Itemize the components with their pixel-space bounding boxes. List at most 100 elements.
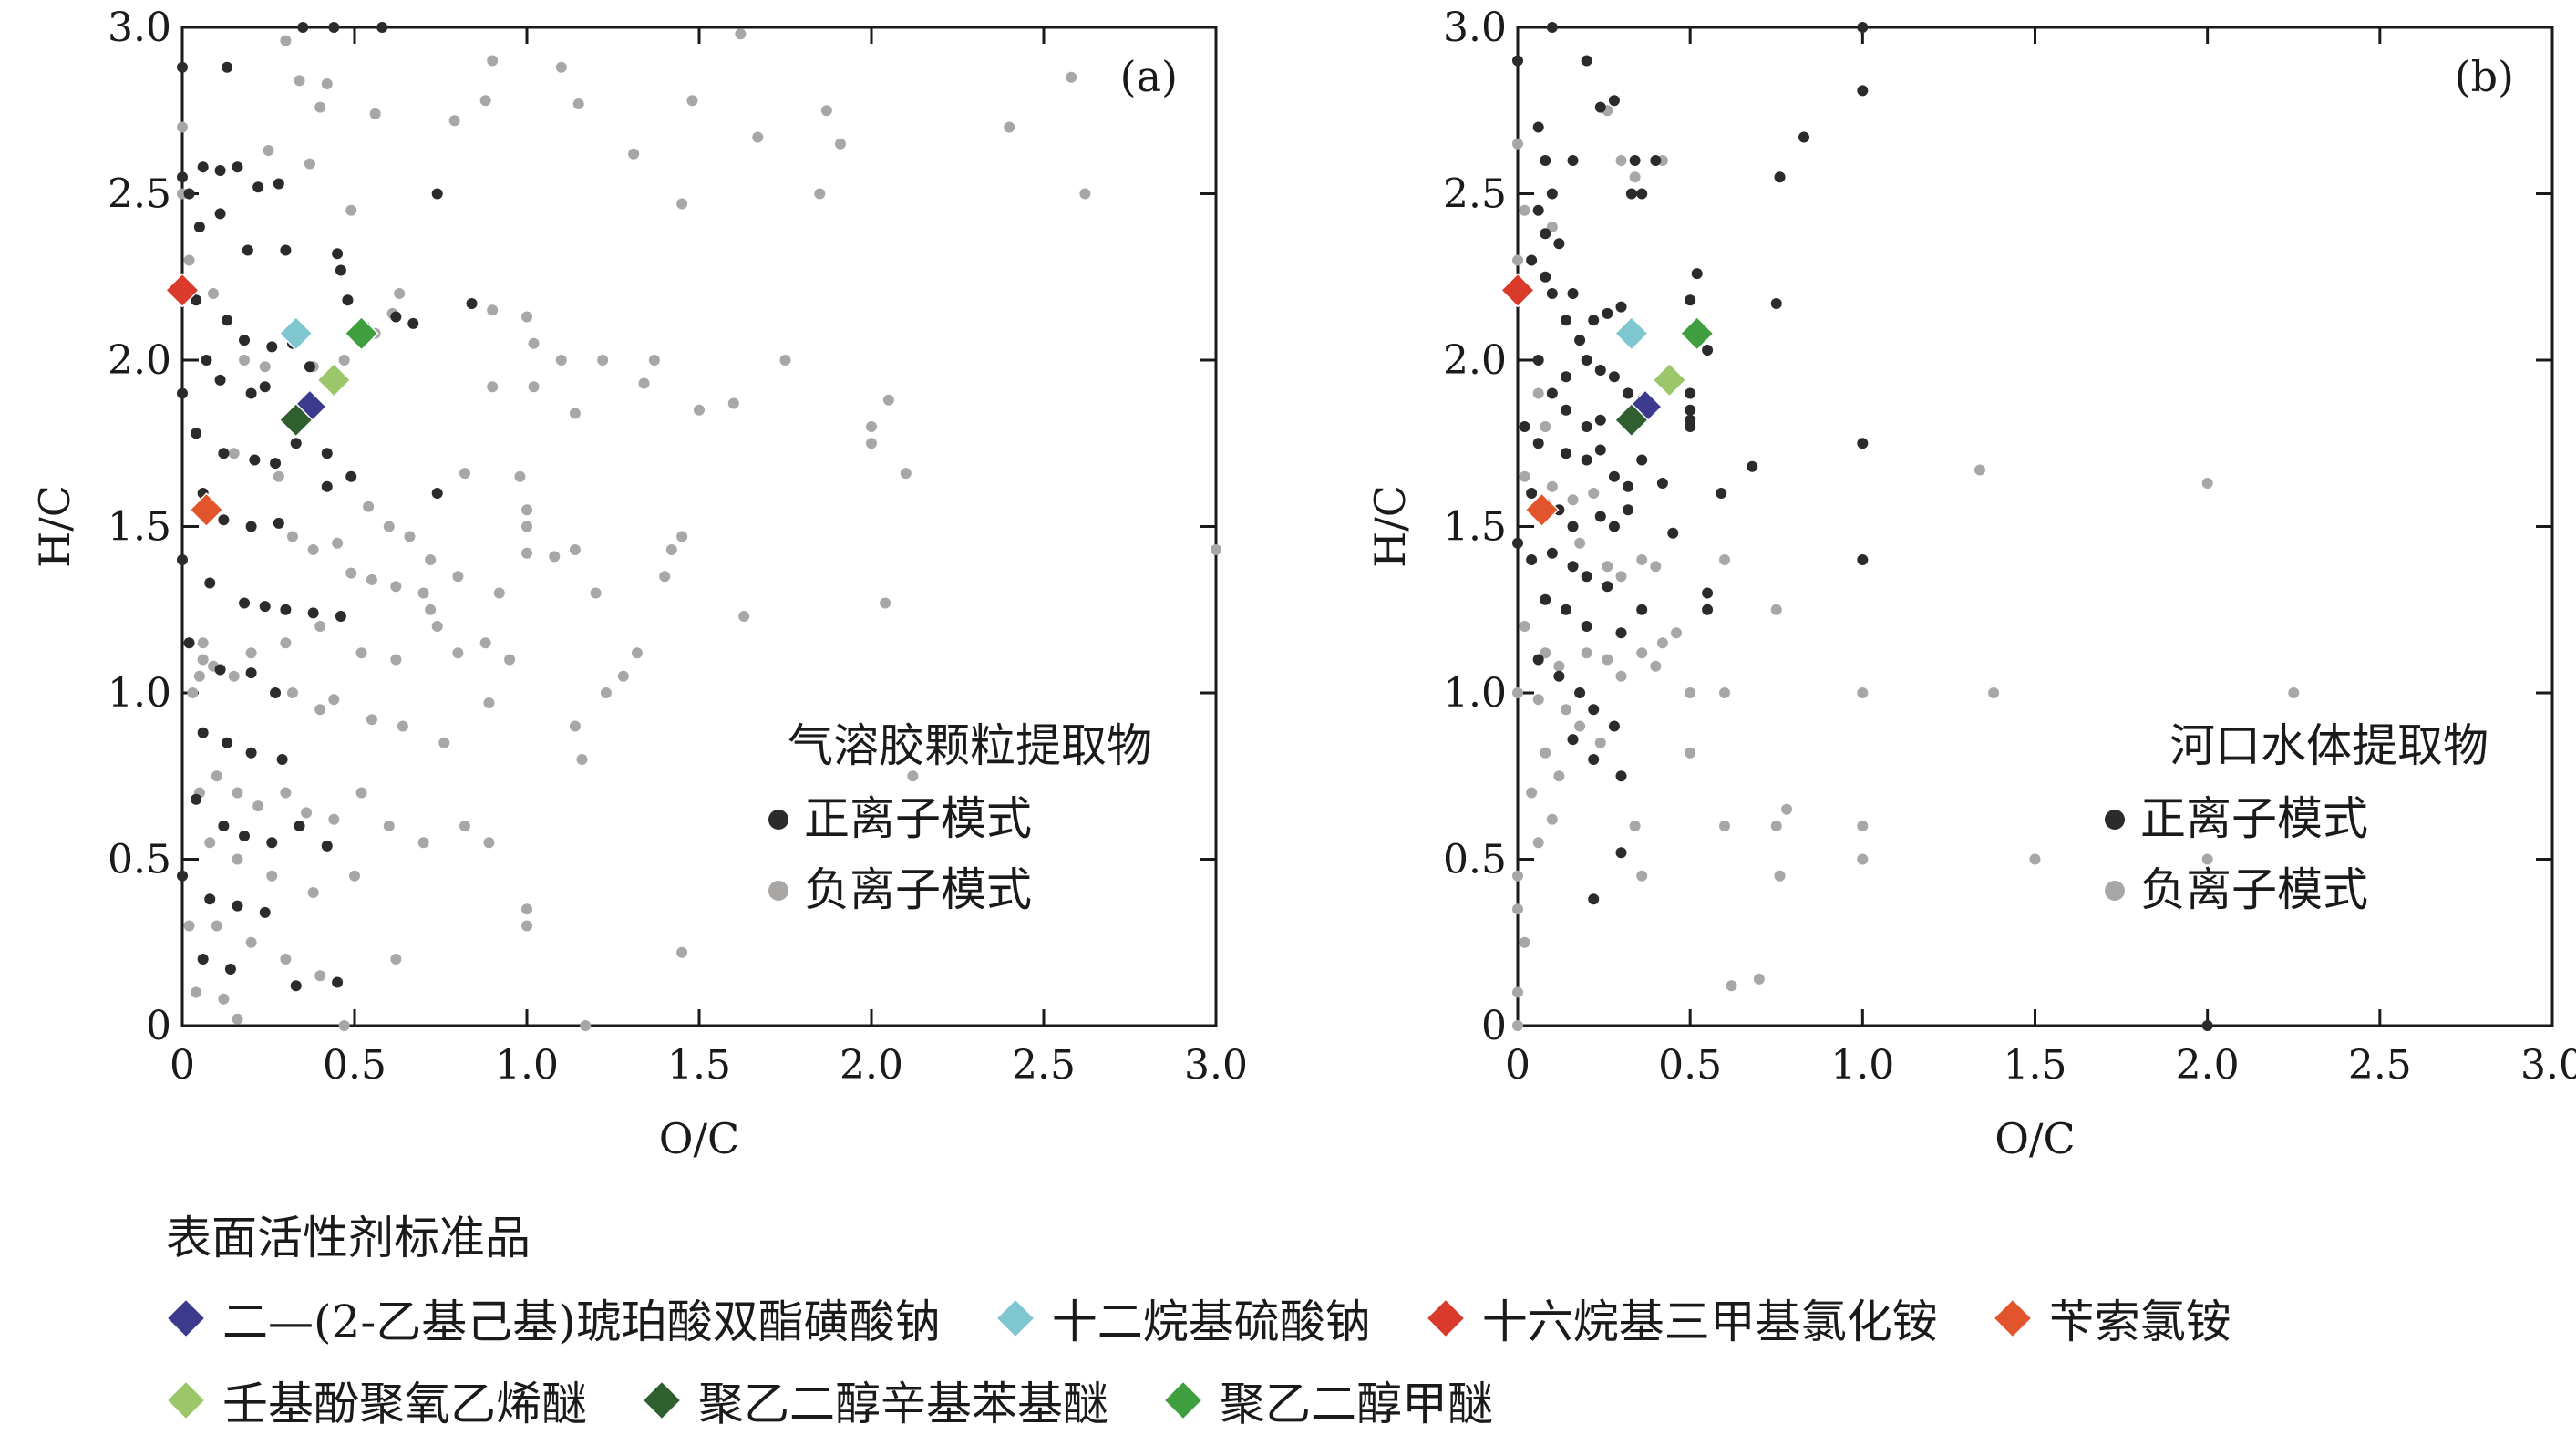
positive-ion-point bbox=[222, 315, 233, 326]
negative-ion-point bbox=[394, 288, 406, 299]
negative-ion-point bbox=[1726, 980, 1737, 992]
positive-ion-point bbox=[245, 521, 257, 532]
y-tick-label: 0.5 bbox=[1443, 837, 1507, 883]
positive-ion-point bbox=[218, 448, 230, 459]
negative-ion-point bbox=[1512, 254, 1523, 266]
positive-ion-point bbox=[1512, 55, 1523, 67]
positive-ion-point bbox=[1615, 301, 1627, 313]
y-tick-label: 2.5 bbox=[108, 171, 171, 218]
negative-ion-point bbox=[521, 311, 532, 323]
standards-legend-title: 表面活性剂标准品 bbox=[166, 1212, 531, 1264]
negative-ion-point bbox=[280, 637, 292, 649]
positive-ion-point bbox=[239, 335, 251, 346]
positive-ion-point bbox=[1594, 101, 1606, 113]
positive-ion-point bbox=[1574, 335, 1586, 346]
negative-ion-point bbox=[1629, 821, 1641, 831]
positive-ion-point bbox=[1656, 478, 1668, 490]
positive-ion-point bbox=[197, 954, 209, 965]
positive-ion-point bbox=[1581, 454, 1592, 466]
negative-ion-point bbox=[2201, 478, 2213, 490]
positive-ion-point bbox=[214, 664, 226, 676]
negative-ion-point bbox=[1574, 720, 1586, 732]
positive-ion-point bbox=[197, 161, 209, 173]
positive-ion-point bbox=[1602, 307, 1613, 319]
positive-ion-point bbox=[177, 554, 188, 565]
positive-ion-point bbox=[1588, 704, 1600, 716]
negative-ion-point bbox=[259, 361, 271, 373]
negative-ion-point bbox=[487, 304, 499, 316]
negative-ion-point bbox=[2029, 853, 2041, 865]
standard-diamond-marker bbox=[316, 362, 352, 397]
y-axis-label: H/C bbox=[1365, 485, 1415, 568]
negative-ion-point bbox=[521, 504, 532, 516]
negative-ion-point bbox=[321, 78, 333, 90]
negative-ion-point bbox=[369, 108, 381, 119]
negative-ion-point bbox=[197, 637, 209, 649]
negative-ion-point bbox=[286, 687, 298, 698]
diamond-marker-icon bbox=[996, 1300, 1034, 1337]
negative-ion-point bbox=[1770, 604, 1782, 615]
negative-ion-point bbox=[1594, 737, 1606, 748]
standard-diamond-marker bbox=[1524, 492, 1560, 528]
positive-ion-point bbox=[1615, 847, 1627, 859]
positive-ion-point bbox=[197, 727, 209, 738]
positive-ion-point bbox=[1615, 770, 1627, 782]
positive-ion-point bbox=[1540, 271, 1551, 283]
negative-ion-point bbox=[252, 800, 264, 812]
positive-ion-point bbox=[214, 374, 226, 386]
positive-ion-point bbox=[222, 61, 233, 73]
negative-ion-point bbox=[2288, 687, 2300, 698]
legend-label: 壬基酚聚氧乙烯醚 bbox=[222, 1378, 587, 1430]
positive-ion-point bbox=[1540, 593, 1551, 605]
legend-label: 十二烷基硫酸钠 bbox=[1051, 1295, 1371, 1348]
negative-ion-point bbox=[597, 355, 609, 366]
negative-ion-point bbox=[907, 770, 919, 782]
negative-ion-point bbox=[576, 754, 588, 765]
diamond-marker-icon bbox=[1165, 1382, 1201, 1419]
positive-ion-point bbox=[1629, 155, 1641, 166]
negative-ion-point bbox=[459, 468, 470, 480]
positive-ion-point bbox=[1774, 171, 1786, 183]
negative-ion-point bbox=[280, 787, 292, 799]
negative-ion-point bbox=[425, 604, 437, 615]
positive-ion-point bbox=[245, 667, 257, 679]
negative-ion-point bbox=[1602, 561, 1613, 573]
negative-ion-point bbox=[1636, 554, 1648, 565]
y-tick-label: 2.0 bbox=[1443, 337, 1507, 384]
positive-ion-point bbox=[1526, 488, 1538, 499]
negative-ion-point bbox=[590, 587, 602, 599]
positive-ion-point bbox=[249, 454, 261, 466]
positive-ion-point bbox=[1608, 95, 1620, 107]
positive-ion-point bbox=[1588, 893, 1600, 905]
diamond-marker-icon bbox=[1427, 1300, 1464, 1337]
x-tick-label: 2.0 bbox=[840, 1042, 903, 1089]
negative-ion-point bbox=[280, 954, 292, 965]
positive-ion-point bbox=[1581, 355, 1592, 366]
negative-ion-point bbox=[1532, 694, 1544, 706]
negative-ion-point bbox=[834, 138, 846, 150]
scatter-panel-b: 0 0.5 1.0 1.5 2.0 2.5 3.0 0 0.5 1.0 1.5 2.0 2.5 3.0 O/… bbox=[1365, 5, 2576, 1163]
positive-ion-point bbox=[1857, 438, 1869, 449]
positive-ion-point bbox=[232, 161, 243, 173]
negative-ion-point bbox=[1540, 421, 1551, 432]
negative-ion-point bbox=[1857, 853, 1869, 865]
negative-ion-point bbox=[1540, 747, 1551, 759]
legend-item-nonylphenol-ethoxylate: 壬基酚聚氧乙烯醚 bbox=[166, 1368, 587, 1433]
positive-ion-point bbox=[1567, 561, 1579, 573]
positive-ion-point bbox=[1567, 288, 1579, 299]
negative-ion-point bbox=[735, 28, 747, 40]
positive-ion-point bbox=[290, 980, 302, 992]
positive-ion-point bbox=[321, 448, 333, 459]
negative-ion-point bbox=[328, 813, 340, 825]
negative-ion-point bbox=[1519, 204, 1530, 216]
negative-ion-point bbox=[286, 531, 298, 542]
positive-ion-point bbox=[1532, 654, 1544, 666]
negative-ion-point bbox=[273, 470, 284, 482]
negative-ion-point bbox=[307, 887, 319, 898]
legend-title: 河口水体提取物 bbox=[2169, 719, 2488, 772]
x-tick-label: 0.5 bbox=[1658, 1042, 1722, 1089]
positive-ion-point bbox=[222, 737, 233, 748]
positive-ion-point bbox=[1532, 121, 1544, 133]
x-tick-label: 0 bbox=[1505, 1042, 1530, 1089]
negative-ion-point bbox=[228, 670, 240, 682]
